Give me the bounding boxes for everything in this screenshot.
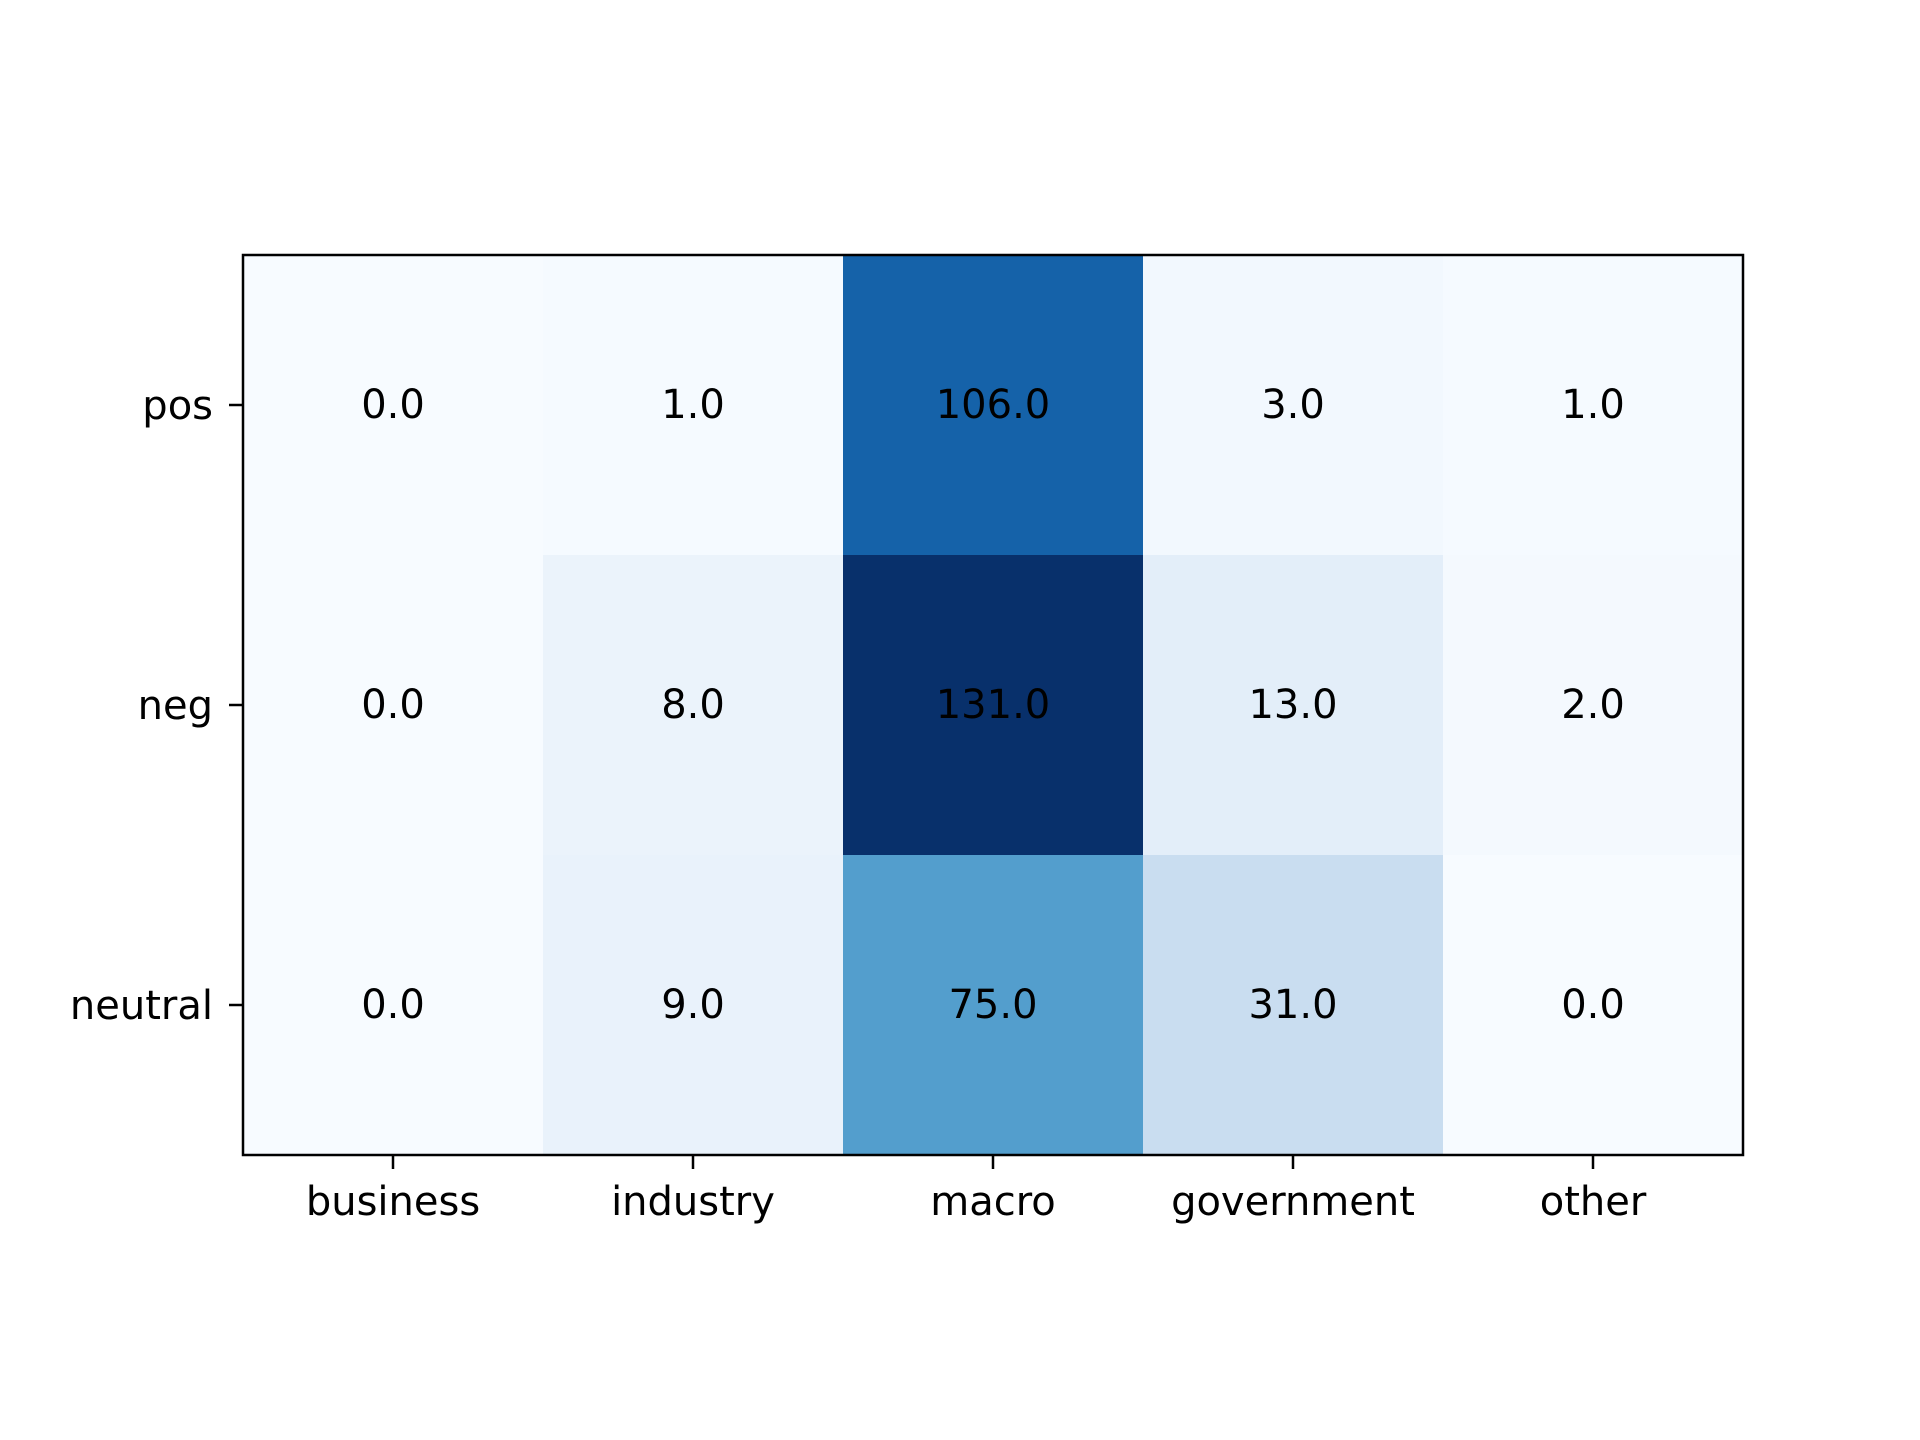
x-tick-label-government: government	[1171, 1179, 1415, 1225]
x-tick-label-macro: macro	[930, 1179, 1056, 1225]
cell-label-neg-macro: 131.0	[936, 682, 1051, 728]
heatmap-cell-neutral-other	[1443, 855, 1744, 1156]
cell-label-neutral-industry: 9.0	[661, 982, 725, 1028]
cell-label-neg-government: 13.0	[1248, 682, 1337, 728]
cell-label-pos-other: 1.0	[1561, 382, 1625, 428]
heatmap-cell-neg-other	[1443, 555, 1744, 856]
x-axis: business industry macro government other	[306, 1155, 1647, 1225]
heatmap-cell-pos-government	[1143, 255, 1444, 556]
cell-label-neutral-government: 31.0	[1248, 982, 1337, 1028]
heatmap-cell-neg-industry	[543, 555, 844, 856]
heatmap-cell-neg-government	[1143, 555, 1444, 856]
cell-label-neg-other: 2.0	[1561, 682, 1625, 728]
heatmap-cell-neutral-macro	[843, 855, 1144, 1156]
heatmap-cell-neutral-industry	[543, 855, 844, 1156]
x-tick-label-business: business	[306, 1179, 480, 1225]
heatmap-cells	[243, 255, 1744, 1156]
cell-label-pos-government: 3.0	[1261, 382, 1325, 428]
cell-label-neg-industry: 8.0	[661, 682, 725, 728]
heatmap-cell-pos-macro	[843, 255, 1144, 556]
cell-label-neutral-macro: 75.0	[948, 982, 1037, 1028]
x-tick-label-industry: industry	[611, 1179, 775, 1225]
heatmap-cell-pos-industry	[543, 255, 844, 556]
cell-label-neg-business: 0.0	[361, 682, 425, 728]
cell-label-neutral-other: 0.0	[1561, 982, 1625, 1028]
heatmap-cell-pos-business	[243, 255, 544, 556]
cell-label-neutral-business: 0.0	[361, 982, 425, 1028]
heatmap-cell-pos-other	[1443, 255, 1744, 556]
heatmap-cell-neutral-business	[243, 855, 544, 1156]
x-tick-label-other: other	[1540, 1179, 1647, 1225]
cell-label-pos-business: 0.0	[361, 382, 425, 428]
heatmap-cell-labels: 0.0 1.0 106.0 3.0 1.0 0.0 8.0 131.0 13.0 2.0 0.0 9.…	[361, 382, 1625, 1028]
y-tick-label-neutral: neutral	[70, 983, 213, 1029]
heatmap-cell-neg-macro	[843, 555, 1144, 856]
heatmap-cell-neutral-government	[1143, 855, 1444, 1156]
cell-label-pos-macro: 106.0	[936, 382, 1051, 428]
y-tick-label-pos: pos	[142, 383, 213, 429]
y-tick-label-neg: neg	[138, 683, 213, 729]
heatmap-cell-neg-business	[243, 555, 544, 856]
cell-label-pos-industry: 1.0	[661, 382, 725, 428]
y-axis: pos neg neutral	[70, 383, 243, 1029]
